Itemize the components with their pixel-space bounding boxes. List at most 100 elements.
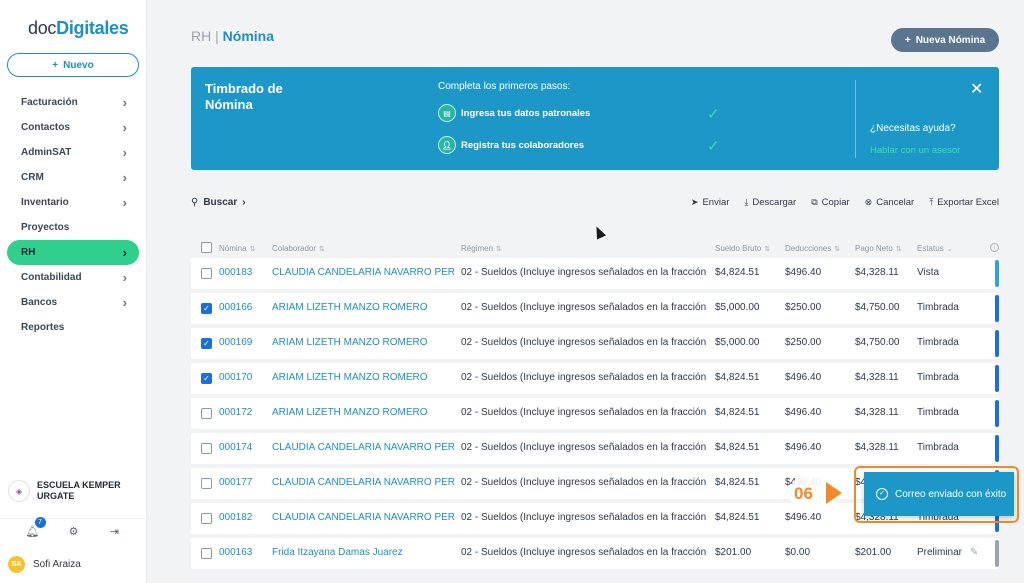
table-row[interactable]: ✓ 000169 ARIAM LIZETH MANZO ROMERO 02 - Sue… xyxy=(191,328,999,359)
column-header-colaborador[interactable]: Colaborador ⇅ xyxy=(272,244,325,253)
sidebar-item-reportes[interactable]: Reportes xyxy=(7,315,139,340)
step-collaborators[interactable]: 👤︎ Registra tus colaboradores xyxy=(438,136,584,154)
cell-colaborador[interactable]: CLAUDIA CANDELARIA NAVARRO PEREZ xyxy=(272,477,455,488)
cell-pago-neto: $201.00 xyxy=(855,547,892,558)
status-indicator xyxy=(995,435,999,462)
new-button[interactable]: + Nuevo xyxy=(7,53,139,77)
cancel-button[interactable]: ⊗ Cancelar xyxy=(864,197,915,208)
chevron-right-icon: › xyxy=(242,197,246,208)
cell-colaborador[interactable]: CLAUDIA CANDELARIA NAVARRO PEREZ xyxy=(272,267,455,278)
status-indicator xyxy=(995,260,999,287)
row-checkbox[interactable]: ✓ xyxy=(201,303,212,314)
close-icon[interactable]: ✕ xyxy=(970,81,984,98)
cell-sueldo-bruto: $5,000.00 xyxy=(715,302,760,313)
sidebar-item-label: Contabilidad xyxy=(21,272,82,283)
bell-icon[interactable]: 🔔︎ 7 xyxy=(23,517,46,538)
cell-nomina[interactable]: 000163 xyxy=(219,547,253,558)
cell-estatus: Timbrada xyxy=(917,337,959,348)
step-employer-data[interactable]: ▤ Ingresa tus datos patronales xyxy=(438,104,590,122)
cell-deducciones: $496.40 xyxy=(785,407,822,418)
talk-to-advisor-link[interactable]: Hablar con un asesor xyxy=(870,145,961,156)
sidebar-item-adminsat[interactable]: AdminSAT › xyxy=(7,140,139,165)
app-logo[interactable]: docDigitales xyxy=(28,18,129,38)
sidebar-item-rh[interactable]: RH › xyxy=(7,240,139,265)
check-icon: ✓ xyxy=(707,138,720,155)
cell-pago-neto: $4,750.00 xyxy=(855,302,900,313)
export-excel-button[interactable]: ⤒ Exportar Excel xyxy=(929,197,999,208)
sidebar-item-label: Proyectos xyxy=(21,222,70,233)
row-checkbox[interactable]: ✓ xyxy=(201,338,212,349)
edit-icon[interactable]: ✎ xyxy=(970,547,979,558)
row-checkbox[interactable] xyxy=(201,548,212,559)
table-row[interactable]: 000174 CLAUDIA CANDELARIA NAVARRO PEREZ 02… xyxy=(191,433,999,464)
search-toggle[interactable]: ⚲ Buscar › xyxy=(191,197,246,208)
new-payroll-button[interactable]: + Nueva Nómina xyxy=(891,28,999,52)
table-row[interactable]: ✓ 000166 ARIAM LIZETH MANZO ROMERO 02 - Sue… xyxy=(191,293,999,324)
sidebar-item-facturacion[interactable]: Facturación › xyxy=(7,90,139,115)
onboarding-banner: Timbrado de Nómina Completa los primeros… xyxy=(191,67,999,170)
cell-nomina[interactable]: 000174 xyxy=(219,442,253,453)
chevron-right-icon: › xyxy=(122,95,127,110)
sidebar-item-inventario[interactable]: Inventario › xyxy=(7,190,139,215)
cell-deducciones: $250.00 xyxy=(785,337,822,348)
select-all-checkbox[interactable] xyxy=(201,242,212,253)
cell-nomina[interactable]: 000170 xyxy=(219,372,253,383)
table-row[interactable]: ✓ 000170 ARIAM LIZETH MANZO ROMERO 02 - Sue… xyxy=(191,363,999,394)
cell-sueldo-bruto: $4,824.51 xyxy=(715,372,760,383)
status-indicator xyxy=(995,365,999,392)
sidebar-item-contactos[interactable]: Contactos › xyxy=(7,115,139,140)
column-header-estatus[interactable]: Estatus ⌄ xyxy=(917,244,953,253)
cell-nomina[interactable]: 000166 xyxy=(219,302,253,313)
cell-colaborador[interactable]: ARIAM LIZETH MANZO ROMERO xyxy=(272,302,428,313)
send-button[interactable]: ➤ Enviar xyxy=(690,197,730,208)
row-checkbox[interactable] xyxy=(201,513,212,524)
column-header-pago-neto[interactable]: Pago Neto ⇅ xyxy=(855,244,902,253)
download-icon: ⤓ xyxy=(744,197,749,207)
cell-nomina[interactable]: 000183 xyxy=(219,267,253,278)
sidebar-item-contabilidad[interactable]: Contabilidad › xyxy=(7,265,139,290)
cell-nomina[interactable]: 000182 xyxy=(219,512,253,523)
row-checkbox[interactable] xyxy=(201,443,212,454)
cell-nomina[interactable]: 000172 xyxy=(219,407,253,418)
sidebar-item-bancos[interactable]: Bancos › xyxy=(7,290,139,315)
cell-colaborador[interactable]: ARIAM LIZETH MANZO ROMERO xyxy=(272,372,428,383)
column-header-sueldo-bruto[interactable]: Sueldo Bruto ⇅ xyxy=(715,244,771,253)
logout-icon[interactable]: ⇥ xyxy=(109,526,120,538)
table-row[interactable]: 000163 Frida Itzayana Damas Juarez 02 - Su… xyxy=(191,538,999,569)
sidebar-item-proyectos[interactable]: Proyectos xyxy=(7,215,139,240)
company-switcher[interactable]: ◈ ESCUELA KEMPER URGATE xyxy=(8,480,143,502)
user-profile[interactable]: SA Sofi Araiza xyxy=(8,556,81,573)
copy-button[interactable]: ⧉ Copiar xyxy=(811,197,850,208)
table-row[interactable]: 000172 ARIAM LIZETH MANZO ROMERO 02 - Suel… xyxy=(191,398,999,429)
sidebar-item-crm[interactable]: CRM › xyxy=(7,165,139,190)
table-row[interactable]: 000182 CLAUDIA CANDELARIA NAVARRO PEREZ 02… xyxy=(191,503,999,534)
breadcrumb-parent[interactable]: RH xyxy=(191,28,212,44)
row-checkbox[interactable] xyxy=(201,408,212,419)
sidebar: docDigitales + Nuevo Facturación › Contacto… xyxy=(0,0,147,583)
cell-colaborador[interactable]: ARIAM LIZETH MANZO ROMERO xyxy=(272,337,428,348)
row-checkbox[interactable]: ✓ xyxy=(201,373,212,384)
cell-colaborador[interactable]: Frida Itzayana Damas Juarez xyxy=(272,547,403,558)
cell-colaborador[interactable]: CLAUDIA CANDELARIA NAVARRO PEREZ xyxy=(272,442,455,453)
help-text: ¿Necesitas ayuda? xyxy=(870,123,956,134)
search-icon: ⚲ xyxy=(191,197,199,208)
table-header: Nómina ⇅ Colaborador ⇅ Régimen ⇅ Sueldo Bru… xyxy=(191,241,999,255)
column-header-deducciones[interactable]: Deducciones ⇅ xyxy=(785,244,841,253)
column-header-regimen[interactable]: Régimen ⇅ xyxy=(461,244,502,253)
info-icon[interactable]: i xyxy=(990,243,999,252)
row-checkbox[interactable] xyxy=(201,268,212,279)
success-toast[interactable]: ✓ Correo enviado con éxito xyxy=(864,472,1014,516)
column-header-nomina[interactable]: Nómina ⇅ xyxy=(219,244,256,253)
cell-regimen: 02 - Sueldos (Incluye ingresos señalados… xyxy=(461,267,706,278)
gear-icon[interactable]: ⚙ xyxy=(68,526,79,538)
table-row[interactable]: 000183 CLAUDIA CANDELARIA NAVARRO PEREZ 02… xyxy=(191,258,999,289)
divider xyxy=(855,80,856,158)
cell-colaborador[interactable]: CLAUDIA CANDELARIA NAVARRO PEREZ xyxy=(272,512,455,523)
download-button[interactable]: ⤓ Descargar xyxy=(744,197,797,208)
cell-colaborador[interactable]: ARIAM LIZETH MANZO ROMERO xyxy=(272,407,428,418)
row-checkbox[interactable] xyxy=(201,478,212,489)
cell-nomina[interactable]: 000169 xyxy=(219,337,253,348)
cell-nomina[interactable]: 000177 xyxy=(219,477,253,488)
chevron-right-icon: › xyxy=(122,120,127,135)
cell-estatus: Timbrada xyxy=(917,372,959,383)
